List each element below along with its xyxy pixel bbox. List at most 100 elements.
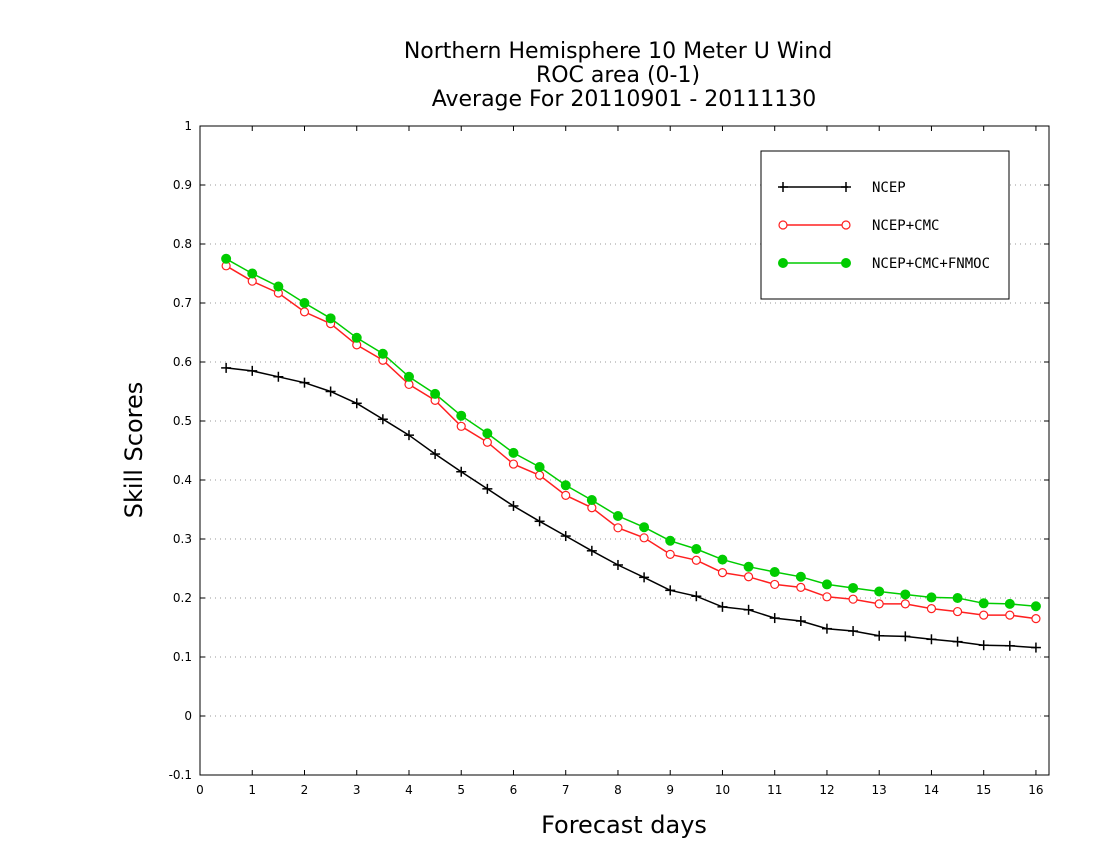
x-tick-label: 15 [976,783,991,797]
data-point [299,298,310,308]
data-point [926,634,937,645]
data-point [841,258,851,268]
data-point [482,437,492,447]
x-tick-label: 3 [353,783,361,797]
data-point [821,623,832,634]
data-point [691,555,701,565]
data-point [821,579,832,590]
data-point [979,610,989,620]
data-point [743,572,754,582]
x-axis-ticks: 0 1 2 3 4 5 6 7 8 9 10 11 12 13 14 15 16 [196,126,1044,797]
data-point [221,362,232,373]
data-point [900,589,911,600]
y-tick-label: 0.3 [173,532,192,546]
y-tick-label: 0.1 [173,650,192,664]
data-point [665,549,675,559]
y-tick-label: 0.6 [173,355,192,369]
data-point [822,592,832,602]
data-point [403,430,414,441]
data-point [482,483,493,494]
x-tick-label: 2 [301,783,309,797]
data-point [639,572,650,583]
data-point [351,332,362,343]
data-point [560,531,571,542]
x-tick-label: 9 [666,783,674,797]
data-point [247,268,258,279]
data-point [508,500,519,511]
data-point [456,466,467,477]
data-point [795,616,806,627]
legend-entry: NCEP+CMC+FNMOC [778,256,990,272]
legend-label: NCEP+CMC [872,218,939,234]
y-tick-label: 0.4 [173,473,192,487]
data-point [561,490,571,500]
data-point [377,414,388,425]
y-tick-label: 0 [184,709,192,723]
data-point [841,220,851,230]
data-point [1030,642,1041,653]
y-tick-label: 0.2 [173,591,192,605]
legend-label: NCEP [872,180,906,196]
data-point [874,599,884,609]
x-tick-label: 0 [196,783,204,797]
x-axis-label: Forecast days [541,811,707,839]
series-layer [221,253,1041,653]
data-point [456,421,466,431]
series-ncep [221,362,1041,653]
data-point [841,182,851,192]
y-tick-label: 0.9 [173,178,192,192]
data-point [351,398,362,409]
data-point [717,568,728,578]
data-point [534,516,545,527]
x-tick-label: 5 [457,783,465,797]
x-tick-label: 14 [924,783,939,797]
data-point [874,586,885,597]
title-line-3: Average For 20110901 - 20111130 [432,87,817,112]
data-point [848,594,858,604]
data-point [639,522,650,533]
y-tick-label: -0.1 [169,768,192,782]
data-point [769,567,780,578]
data-point [778,182,788,192]
data-point [403,371,414,382]
data-point [482,428,493,439]
y-tick-label: 0.8 [173,237,192,251]
legend-entry: NCEP [778,180,906,196]
data-point [325,386,336,397]
data-point [612,559,623,570]
data-point [534,470,545,480]
data-point [952,606,963,617]
data-point [1030,601,1041,612]
chart-title: Northern Hemisphere 10 Meter U Wind ROC … [404,39,832,112]
data-point [299,307,310,317]
data-point [299,377,310,388]
data-point [508,459,519,469]
data-point [952,593,963,603]
data-point [1031,614,1041,624]
data-point [874,630,885,641]
x-tick-label: 8 [614,783,622,797]
data-point [769,613,780,624]
x-tick-label: 1 [248,783,256,797]
data-point [665,535,676,546]
legend: NCEP NCEP+CMC NCEP+CMC+FNMOC [760,150,1010,300]
data-point [848,626,859,637]
title-line-2: ROC area (0-1) [536,63,700,88]
data-point [456,410,467,421]
data-point [978,640,989,651]
y-tick-label: 0.7 [173,296,192,310]
data-point [952,636,963,647]
data-point [221,253,232,264]
data-point [1005,610,1015,620]
series-ncep-cmc [221,261,1041,624]
x-tick-label: 12 [819,783,834,797]
series-line [225,258,1036,608]
x-tick-label: 13 [872,783,887,797]
plot-frame [199,125,1050,776]
data-point [430,388,441,399]
data-point [926,592,937,603]
data-point [796,582,806,592]
data-point [770,579,780,590]
data-point [926,604,937,614]
